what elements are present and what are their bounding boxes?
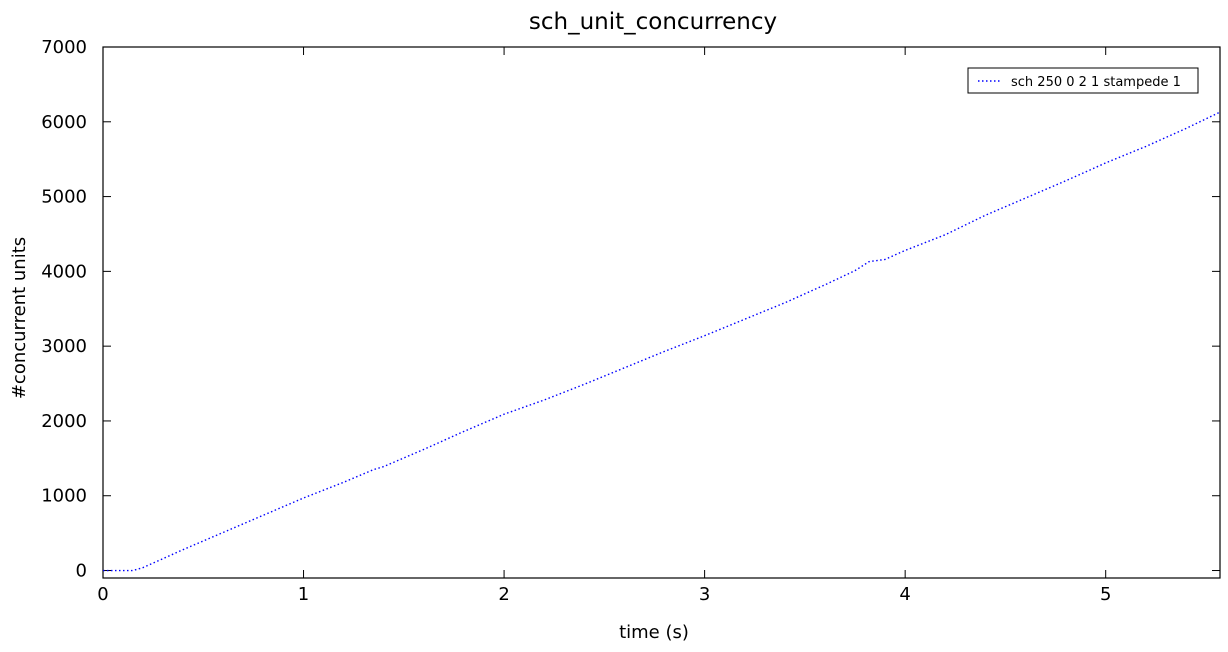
x-axis-ticks: 0 1 2 3 4 5: [97, 47, 1111, 605]
chart-title: sch_unit_concurrency: [529, 9, 777, 35]
y-tick-label: 3000: [41, 336, 87, 357]
legend: sch 250 0 2 1 stampede 1: [967, 67, 1199, 94]
y-tick-label: 0: [76, 561, 87, 582]
x-tick-label: 2: [498, 584, 509, 605]
y-tick-label: 2000: [41, 411, 87, 432]
x-tick-label: 5: [1100, 584, 1111, 605]
x-axis-label: time (s): [619, 622, 689, 643]
x-tick-label: 3: [699, 584, 710, 605]
series-line-0: [103, 111, 1221, 572]
y-tick-label: 4000: [41, 261, 87, 282]
x-tick-label: 4: [899, 584, 910, 605]
plot-frame: [102, 46, 1221, 579]
x-tick-label: 0: [97, 584, 108, 605]
x-tick-label: 1: [298, 584, 309, 605]
legend-box: [967, 67, 1199, 94]
y-tick-label: 7000: [41, 37, 87, 58]
y-axis-label: #concurrent units: [9, 237, 30, 399]
series-layer: [103, 111, 1221, 572]
legend-label: sch 250 0 2 1 stampede 1: [1011, 75, 1181, 90]
y-tick-label: 5000: [41, 187, 87, 208]
y-tick-label: 1000: [41, 486, 87, 507]
y-axis-ticks: 0 1000 2000 3000 4000 5000 6000 7000: [41, 37, 1220, 582]
y-tick-label: 6000: [41, 112, 87, 133]
